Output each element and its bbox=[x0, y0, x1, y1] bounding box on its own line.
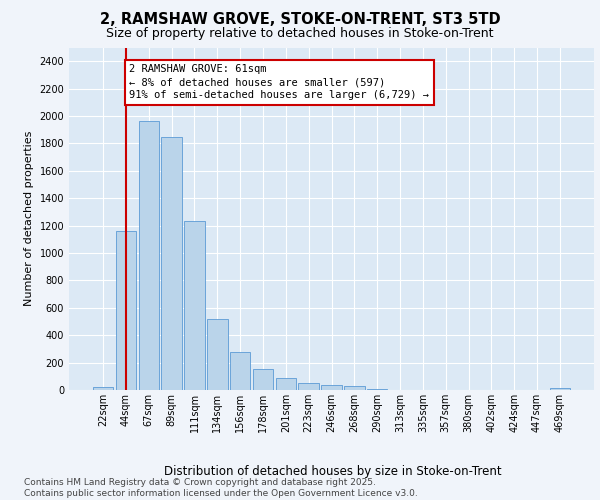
Y-axis label: Number of detached properties: Number of detached properties bbox=[24, 131, 34, 306]
Text: 2 RAMSHAW GROVE: 61sqm
← 8% of detached houses are smaller (597)
91% of semi-det: 2 RAMSHAW GROVE: 61sqm ← 8% of detached … bbox=[130, 64, 430, 100]
Bar bbox=[321, 385, 342, 390]
Bar bbox=[93, 386, 113, 390]
Text: Contains HM Land Registry data © Crown copyright and database right 2025.
Contai: Contains HM Land Registry data © Crown c… bbox=[24, 478, 418, 498]
Bar bbox=[161, 136, 182, 390]
Text: Distribution of detached houses by size in Stoke-on-Trent: Distribution of detached houses by size … bbox=[164, 464, 502, 477]
Bar bbox=[184, 222, 205, 390]
Bar bbox=[253, 369, 273, 390]
Bar bbox=[207, 319, 227, 390]
Bar bbox=[298, 384, 319, 390]
Bar bbox=[275, 378, 296, 390]
Bar bbox=[550, 388, 570, 390]
Bar bbox=[139, 122, 159, 390]
Bar bbox=[344, 386, 365, 390]
Bar bbox=[116, 231, 136, 390]
Bar bbox=[230, 352, 250, 390]
Text: 2, RAMSHAW GROVE, STOKE-ON-TRENT, ST3 5TD: 2, RAMSHAW GROVE, STOKE-ON-TRENT, ST3 5T… bbox=[100, 12, 500, 28]
Text: Size of property relative to detached houses in Stoke-on-Trent: Size of property relative to detached ho… bbox=[106, 28, 494, 40]
